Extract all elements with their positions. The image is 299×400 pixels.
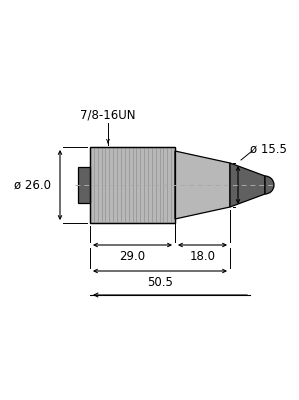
Wedge shape <box>265 176 274 194</box>
Text: 50.5: 50.5 <box>147 276 173 288</box>
Polygon shape <box>175 151 230 219</box>
Bar <box>78 167 90 203</box>
Text: 18.0: 18.0 <box>190 250 216 262</box>
Text: ø 15.5: ø 15.5 <box>250 142 286 156</box>
Bar <box>90 147 175 223</box>
Text: 7/8-16UN: 7/8-16UN <box>80 108 136 122</box>
Text: 29.0: 29.0 <box>119 250 146 262</box>
Bar <box>90 147 175 223</box>
Text: ø 26.0: ø 26.0 <box>13 178 51 192</box>
Polygon shape <box>230 163 265 207</box>
